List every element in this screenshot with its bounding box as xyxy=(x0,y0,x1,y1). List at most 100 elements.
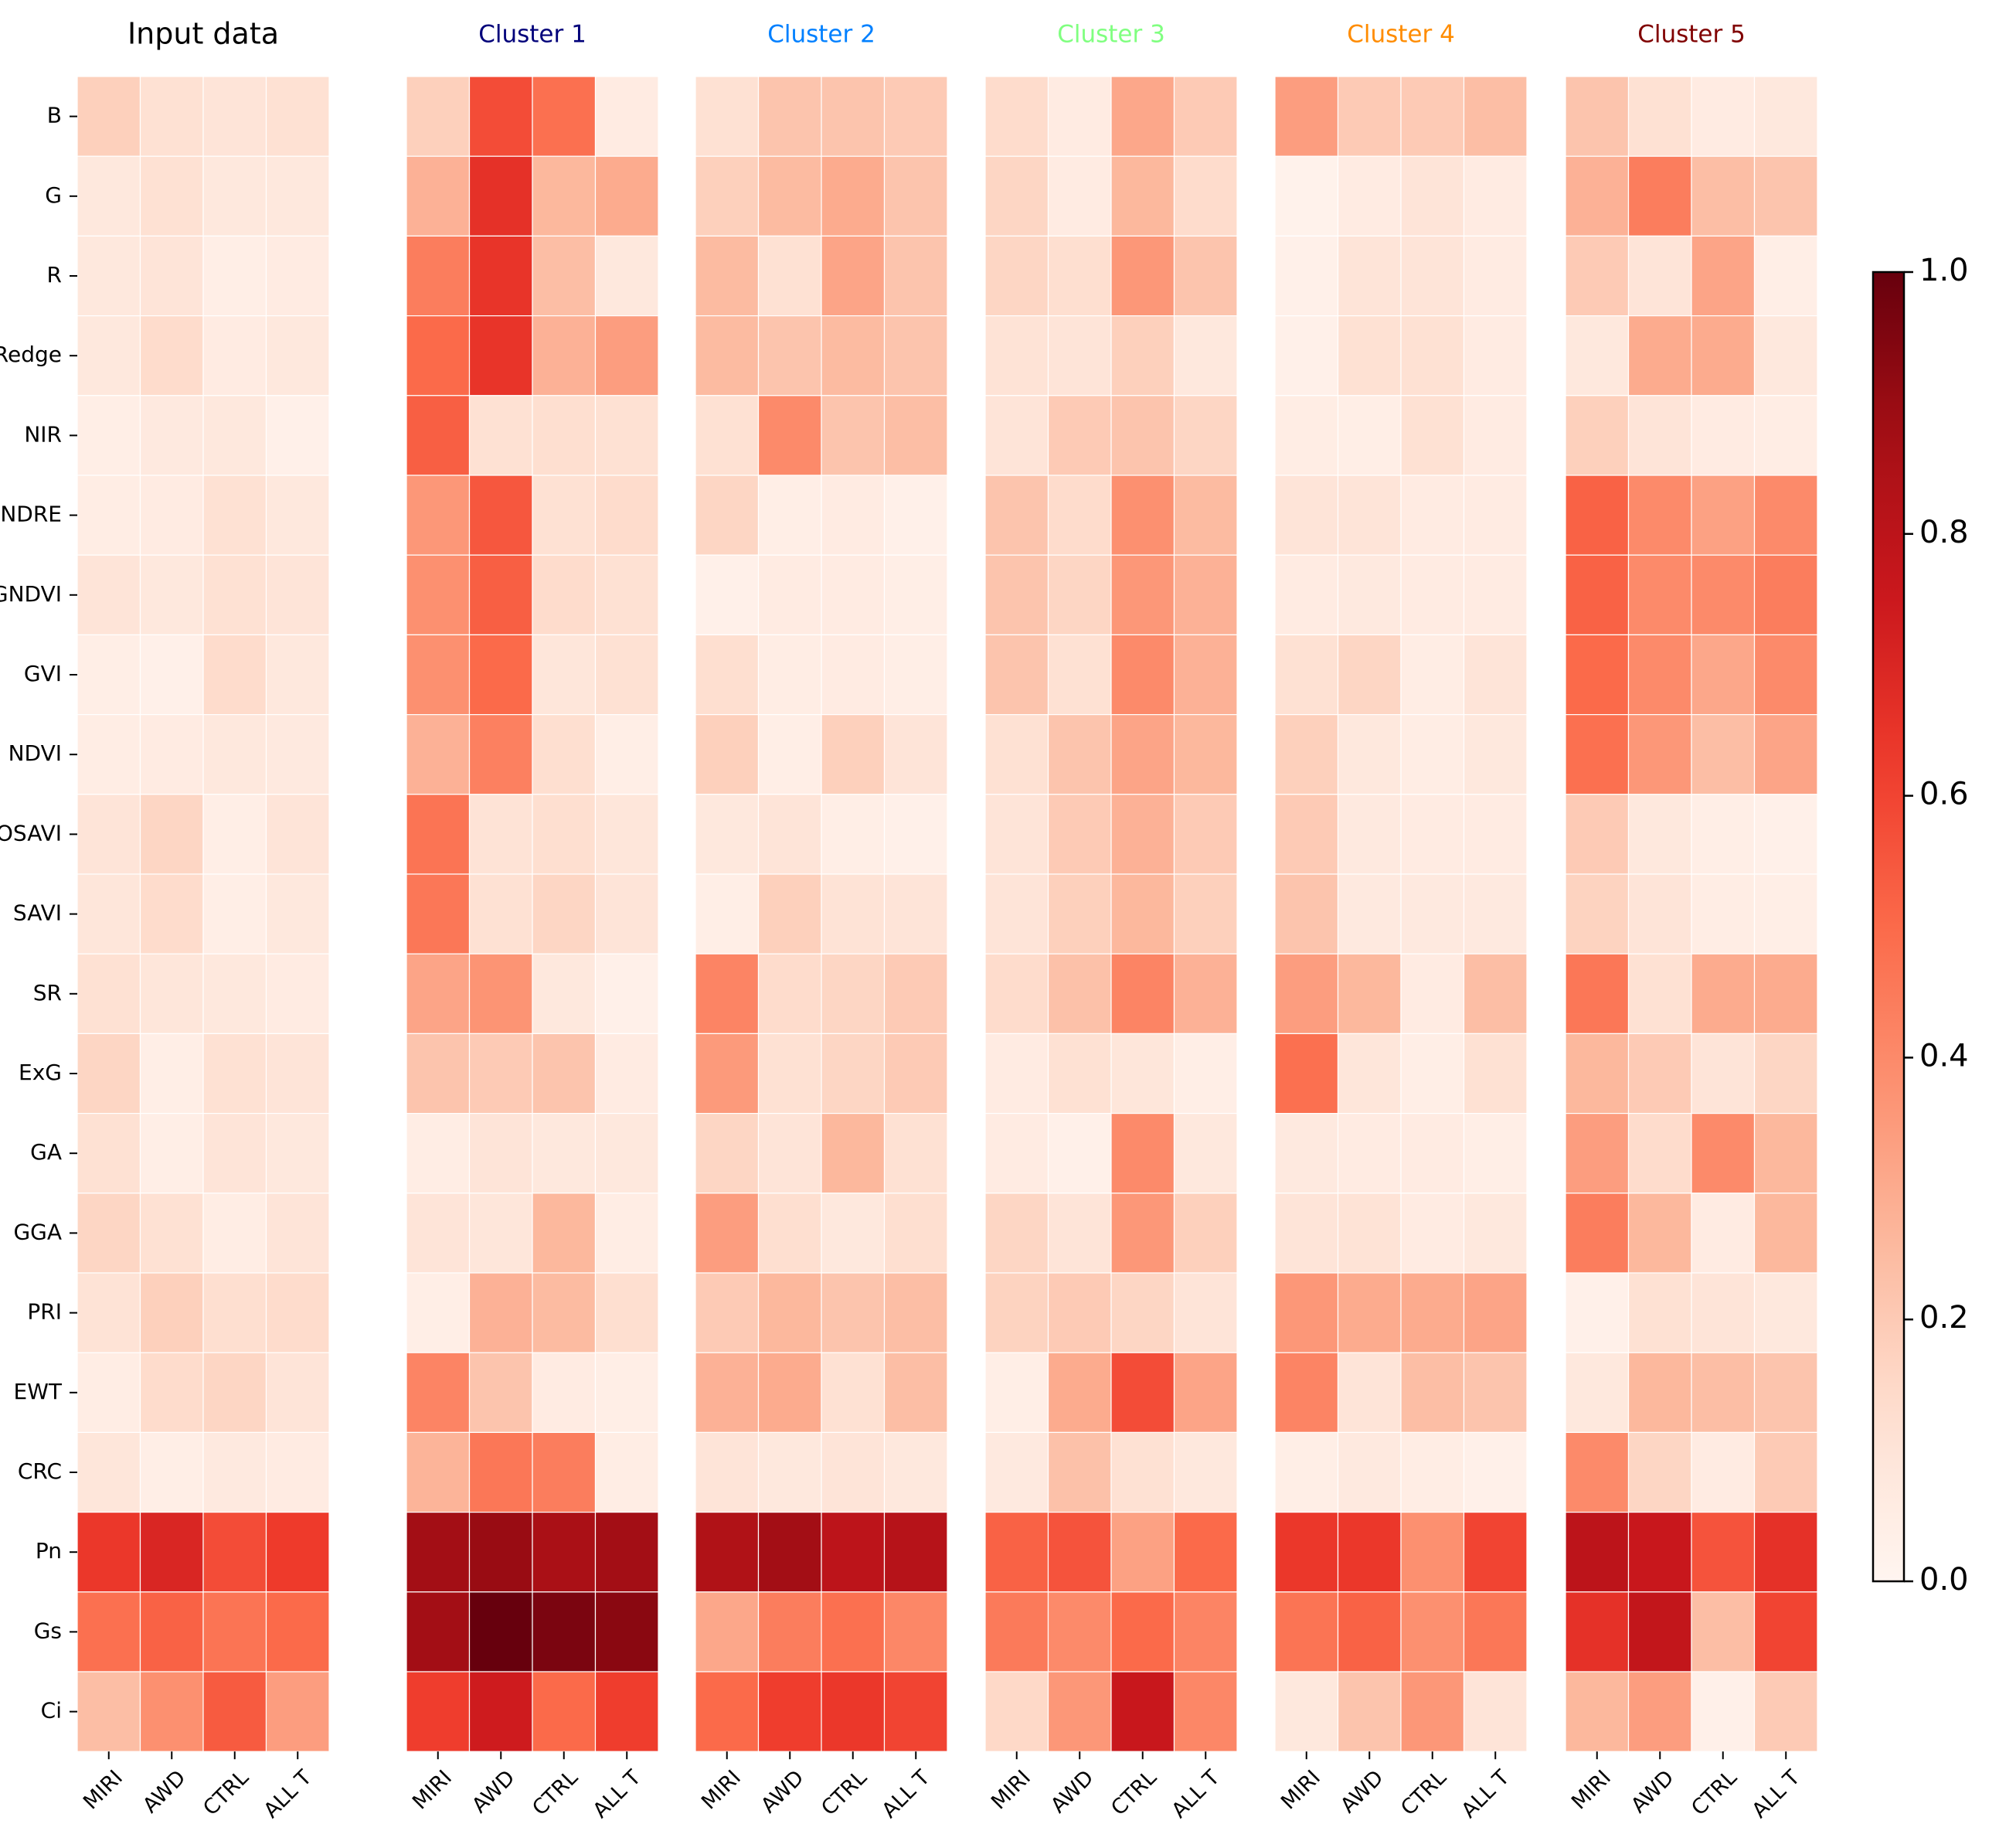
heatmap-cell xyxy=(757,475,822,556)
x-tick-label: AWD xyxy=(756,1766,809,1819)
x-tick-label: MIRI xyxy=(697,1766,746,1815)
heatmap-cell xyxy=(1400,1591,1465,1673)
heatmap-cell xyxy=(1691,1112,1756,1194)
heatmap-cell xyxy=(1400,1193,1465,1274)
x-tick-label: CTRL xyxy=(528,1766,583,1821)
heatmap-cell xyxy=(1691,1511,1756,1593)
x-tick-label: AWD xyxy=(138,1766,191,1819)
heatmap-cell xyxy=(265,1431,330,1513)
heatmap-cell xyxy=(695,315,760,396)
heatmap-cell xyxy=(1274,1112,1339,1194)
heatmap-cell xyxy=(265,1671,330,1752)
heatmap-cell xyxy=(202,1272,267,1353)
heatmap-cell xyxy=(1400,713,1465,795)
heatmap-cell xyxy=(532,1033,597,1114)
heatmap-cell xyxy=(1173,713,1238,795)
heatmap-cell xyxy=(1565,554,1630,636)
heatmap-cell xyxy=(1463,76,1528,157)
heatmap-cell xyxy=(468,76,533,157)
heatmap-cell xyxy=(695,1033,760,1114)
x-tick-label: ALL T xyxy=(1457,1765,1515,1822)
heatmap-cell xyxy=(1274,1511,1339,1593)
heatmap-cell xyxy=(1400,554,1465,636)
heatmap-cell xyxy=(1463,713,1528,795)
heatmap-cell xyxy=(1565,395,1630,476)
heatmap-cell xyxy=(1753,315,1818,396)
heatmap-cell xyxy=(1274,953,1339,1034)
colorbar-gradient xyxy=(1872,271,1906,1583)
y-tick-label: Ci xyxy=(41,1698,62,1724)
heatmap-cell xyxy=(1627,794,1692,875)
heatmap-cell xyxy=(1463,475,1528,556)
heatmap-cell xyxy=(202,713,267,795)
heatmap-cell xyxy=(883,794,948,875)
heatmap-cell xyxy=(757,554,822,636)
heatmap-cell xyxy=(265,235,330,317)
y-tick-label: Pn xyxy=(36,1538,62,1564)
heatmap-cell xyxy=(695,395,760,476)
heatmap-cell xyxy=(1110,1272,1175,1353)
heatmap-cell xyxy=(1627,873,1692,955)
heatmap-cell xyxy=(1463,1511,1528,1593)
heatmap-cell xyxy=(821,713,886,795)
heatmap-cell xyxy=(1463,1193,1528,1274)
panel-4: Cluster 3 MIRI AWD CTRL ALL T xyxy=(984,21,1238,1823)
heatmap-cell xyxy=(821,1033,886,1114)
heatmap-cell xyxy=(202,953,267,1034)
y-tick-label: NIR xyxy=(24,421,62,447)
heatmap-cell xyxy=(1337,76,1402,157)
heatmap-cell xyxy=(1400,315,1465,396)
heatmap-cell xyxy=(139,634,204,716)
heatmap-cell xyxy=(1110,1033,1175,1114)
heatmap-cell xyxy=(883,873,948,955)
heatmap-cell xyxy=(984,395,1049,476)
heatmap-cell xyxy=(1400,1671,1465,1752)
heatmap-cell xyxy=(139,953,204,1034)
heatmap-cell xyxy=(265,155,330,237)
heatmap-cell xyxy=(695,953,760,1034)
heatmap-cell xyxy=(883,1112,948,1194)
heatmap-cell xyxy=(1627,1671,1692,1752)
heatmap-cell xyxy=(265,1193,330,1274)
heatmap-cell xyxy=(1110,235,1175,317)
heatmap-cell xyxy=(1753,1431,1818,1513)
heatmap-cell xyxy=(1463,1352,1528,1433)
heatmap-cell xyxy=(984,475,1049,556)
heatmap-cell xyxy=(468,235,533,317)
heatmap-cell xyxy=(1565,76,1630,157)
heatmap-cell xyxy=(265,634,330,716)
heatmap-cell xyxy=(406,873,471,955)
heatmap-cell xyxy=(1337,1193,1402,1274)
heatmap-cell xyxy=(695,634,760,716)
heatmap-cell xyxy=(1400,76,1465,157)
heatmap-cell xyxy=(1110,155,1175,237)
heatmap-cell xyxy=(1337,873,1402,955)
heatmap-cell xyxy=(1047,1511,1112,1593)
heatmap-cell xyxy=(265,1511,330,1593)
heatmap-cell xyxy=(1173,1671,1238,1752)
heatmap-cell xyxy=(1753,76,1818,157)
heatmap-cell xyxy=(532,315,597,396)
heatmap-cell xyxy=(76,1511,141,1593)
heatmap-cell xyxy=(1337,794,1402,875)
heatmap-cell xyxy=(139,155,204,237)
heatmap-cell xyxy=(76,76,141,157)
heatmap-cell xyxy=(1110,634,1175,716)
x-tick-label: AWD xyxy=(1627,1766,1679,1819)
heatmap-cell xyxy=(1110,713,1175,795)
heatmap-cell xyxy=(265,1591,330,1673)
heatmap-cell xyxy=(1337,554,1402,636)
heatmap-cell xyxy=(594,1193,659,1274)
heatmap-cell xyxy=(695,475,760,556)
heatmap-cell xyxy=(984,315,1049,396)
heatmap-cell xyxy=(984,953,1049,1034)
heatmap-cell xyxy=(139,1671,204,1752)
heatmap-cell xyxy=(1753,873,1818,955)
heatmap-cell xyxy=(1337,1511,1402,1593)
heatmap-cell xyxy=(1627,475,1692,556)
y-tick-label: CRC xyxy=(18,1458,62,1484)
heatmap-cell xyxy=(1627,1511,1692,1593)
heatmap-cell xyxy=(1691,1591,1756,1673)
heatmap-cell xyxy=(76,315,141,396)
heatmap-cell xyxy=(76,475,141,556)
